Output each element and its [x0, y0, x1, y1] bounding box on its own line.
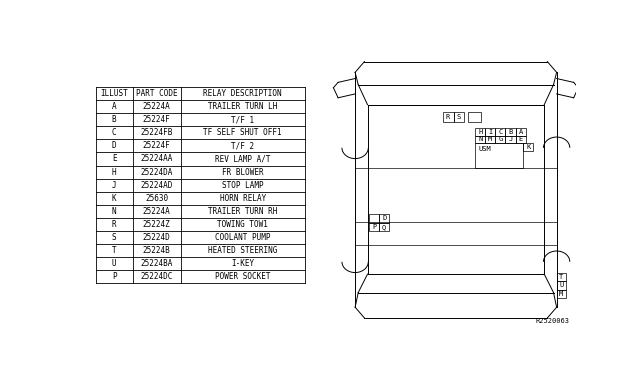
Bar [495, 135, 506, 143]
Text: N: N [478, 137, 483, 142]
Text: T/F 1: T/F 1 [231, 115, 254, 124]
Text: K: K [526, 144, 531, 150]
Bar [495, 128, 506, 135]
Text: 25224FB: 25224FB [141, 128, 173, 137]
Text: STOP LAMP: STOP LAMP [222, 181, 264, 190]
Bar [485, 135, 495, 143]
Bar [557, 289, 566, 298]
Text: I: I [488, 129, 493, 135]
Text: B: B [112, 115, 116, 124]
Text: B: B [508, 129, 513, 135]
Bar [468, 112, 481, 122]
Text: H: H [112, 167, 116, 177]
Text: D: D [112, 141, 116, 150]
Text: REV LAMP A/T: REV LAMP A/T [215, 154, 271, 163]
Text: S: S [112, 233, 116, 242]
Text: 25224BA: 25224BA [141, 259, 173, 268]
Text: P: P [112, 272, 116, 281]
Text: TRAILER TURN LH: TRAILER TURN LH [208, 102, 277, 111]
Bar [379, 222, 389, 231]
Text: 25224B: 25224B [143, 246, 171, 255]
Text: 25224AD: 25224AD [141, 181, 173, 190]
Text: HORN RELAY: HORN RELAY [220, 194, 266, 203]
Text: J: J [508, 137, 513, 142]
Text: R: R [446, 114, 451, 120]
Bar [557, 281, 566, 289]
Bar [506, 128, 516, 135]
Text: N: N [112, 207, 116, 216]
Text: 25224A: 25224A [143, 207, 171, 216]
Text: USM: USM [478, 146, 491, 153]
Text: 25224A: 25224A [143, 102, 171, 111]
Text: HEATED STEERING: HEATED STEERING [208, 246, 277, 255]
Text: R: R [112, 220, 116, 229]
Text: T/F 2: T/F 2 [231, 141, 254, 150]
Text: J: J [112, 181, 116, 190]
Text: M: M [488, 137, 493, 142]
Bar [369, 214, 379, 222]
Text: Q: Q [382, 224, 387, 230]
Text: 25224AA: 25224AA [141, 154, 173, 163]
Text: D: D [382, 215, 387, 221]
Bar [485, 128, 495, 135]
Text: 25224D: 25224D [143, 233, 171, 242]
Text: R2520063: R2520063 [536, 318, 570, 324]
Text: E: E [518, 137, 523, 142]
Text: A: A [518, 129, 523, 135]
Text: I-KEY: I-KEY [231, 259, 254, 268]
Text: T: T [112, 246, 116, 255]
Text: COOLANT PUMP: COOLANT PUMP [215, 233, 271, 242]
Text: 25224DA: 25224DA [141, 167, 173, 177]
Text: TRAILER TURN RH: TRAILER TURN RH [208, 207, 277, 216]
Text: C: C [499, 129, 502, 135]
Text: RELAY DESCRIPTION: RELAY DESCRIPTION [204, 89, 282, 98]
Text: 25224F: 25224F [143, 141, 171, 150]
Text: POWER SOCKET: POWER SOCKET [215, 272, 271, 281]
Text: 25224Z: 25224Z [143, 220, 171, 229]
Bar [516, 128, 525, 135]
Bar [476, 128, 485, 135]
Text: S: S [457, 114, 461, 120]
Text: A: A [112, 102, 116, 111]
Text: TOWING TOW1: TOWING TOW1 [218, 220, 268, 229]
Text: E: E [112, 154, 116, 163]
Bar [379, 214, 389, 222]
Text: K: K [112, 194, 116, 203]
Bar [516, 135, 525, 143]
Bar [443, 112, 454, 122]
Text: TF SELF SHUT OFF1: TF SELF SHUT OFF1 [204, 128, 282, 137]
Text: 25224DC: 25224DC [141, 272, 173, 281]
Text: G: G [499, 137, 502, 142]
Text: H: H [478, 129, 483, 135]
Bar [369, 222, 379, 231]
Bar [557, 273, 566, 281]
Text: U: U [112, 259, 116, 268]
Bar [506, 135, 516, 143]
Text: T: T [559, 274, 563, 280]
Text: PART CODE: PART CODE [136, 89, 177, 98]
Bar [454, 112, 465, 122]
Text: ILLUST: ILLUST [100, 89, 128, 98]
Text: M: M [559, 291, 563, 297]
Bar [476, 143, 524, 168]
Bar [524, 143, 533, 151]
Text: 25630: 25630 [145, 194, 168, 203]
Text: 25224F: 25224F [143, 115, 171, 124]
Text: P: P [372, 224, 376, 230]
Text: FR BLOWER: FR BLOWER [222, 167, 264, 177]
Bar [476, 135, 485, 143]
Text: C: C [112, 128, 116, 137]
Text: U: U [559, 282, 563, 288]
